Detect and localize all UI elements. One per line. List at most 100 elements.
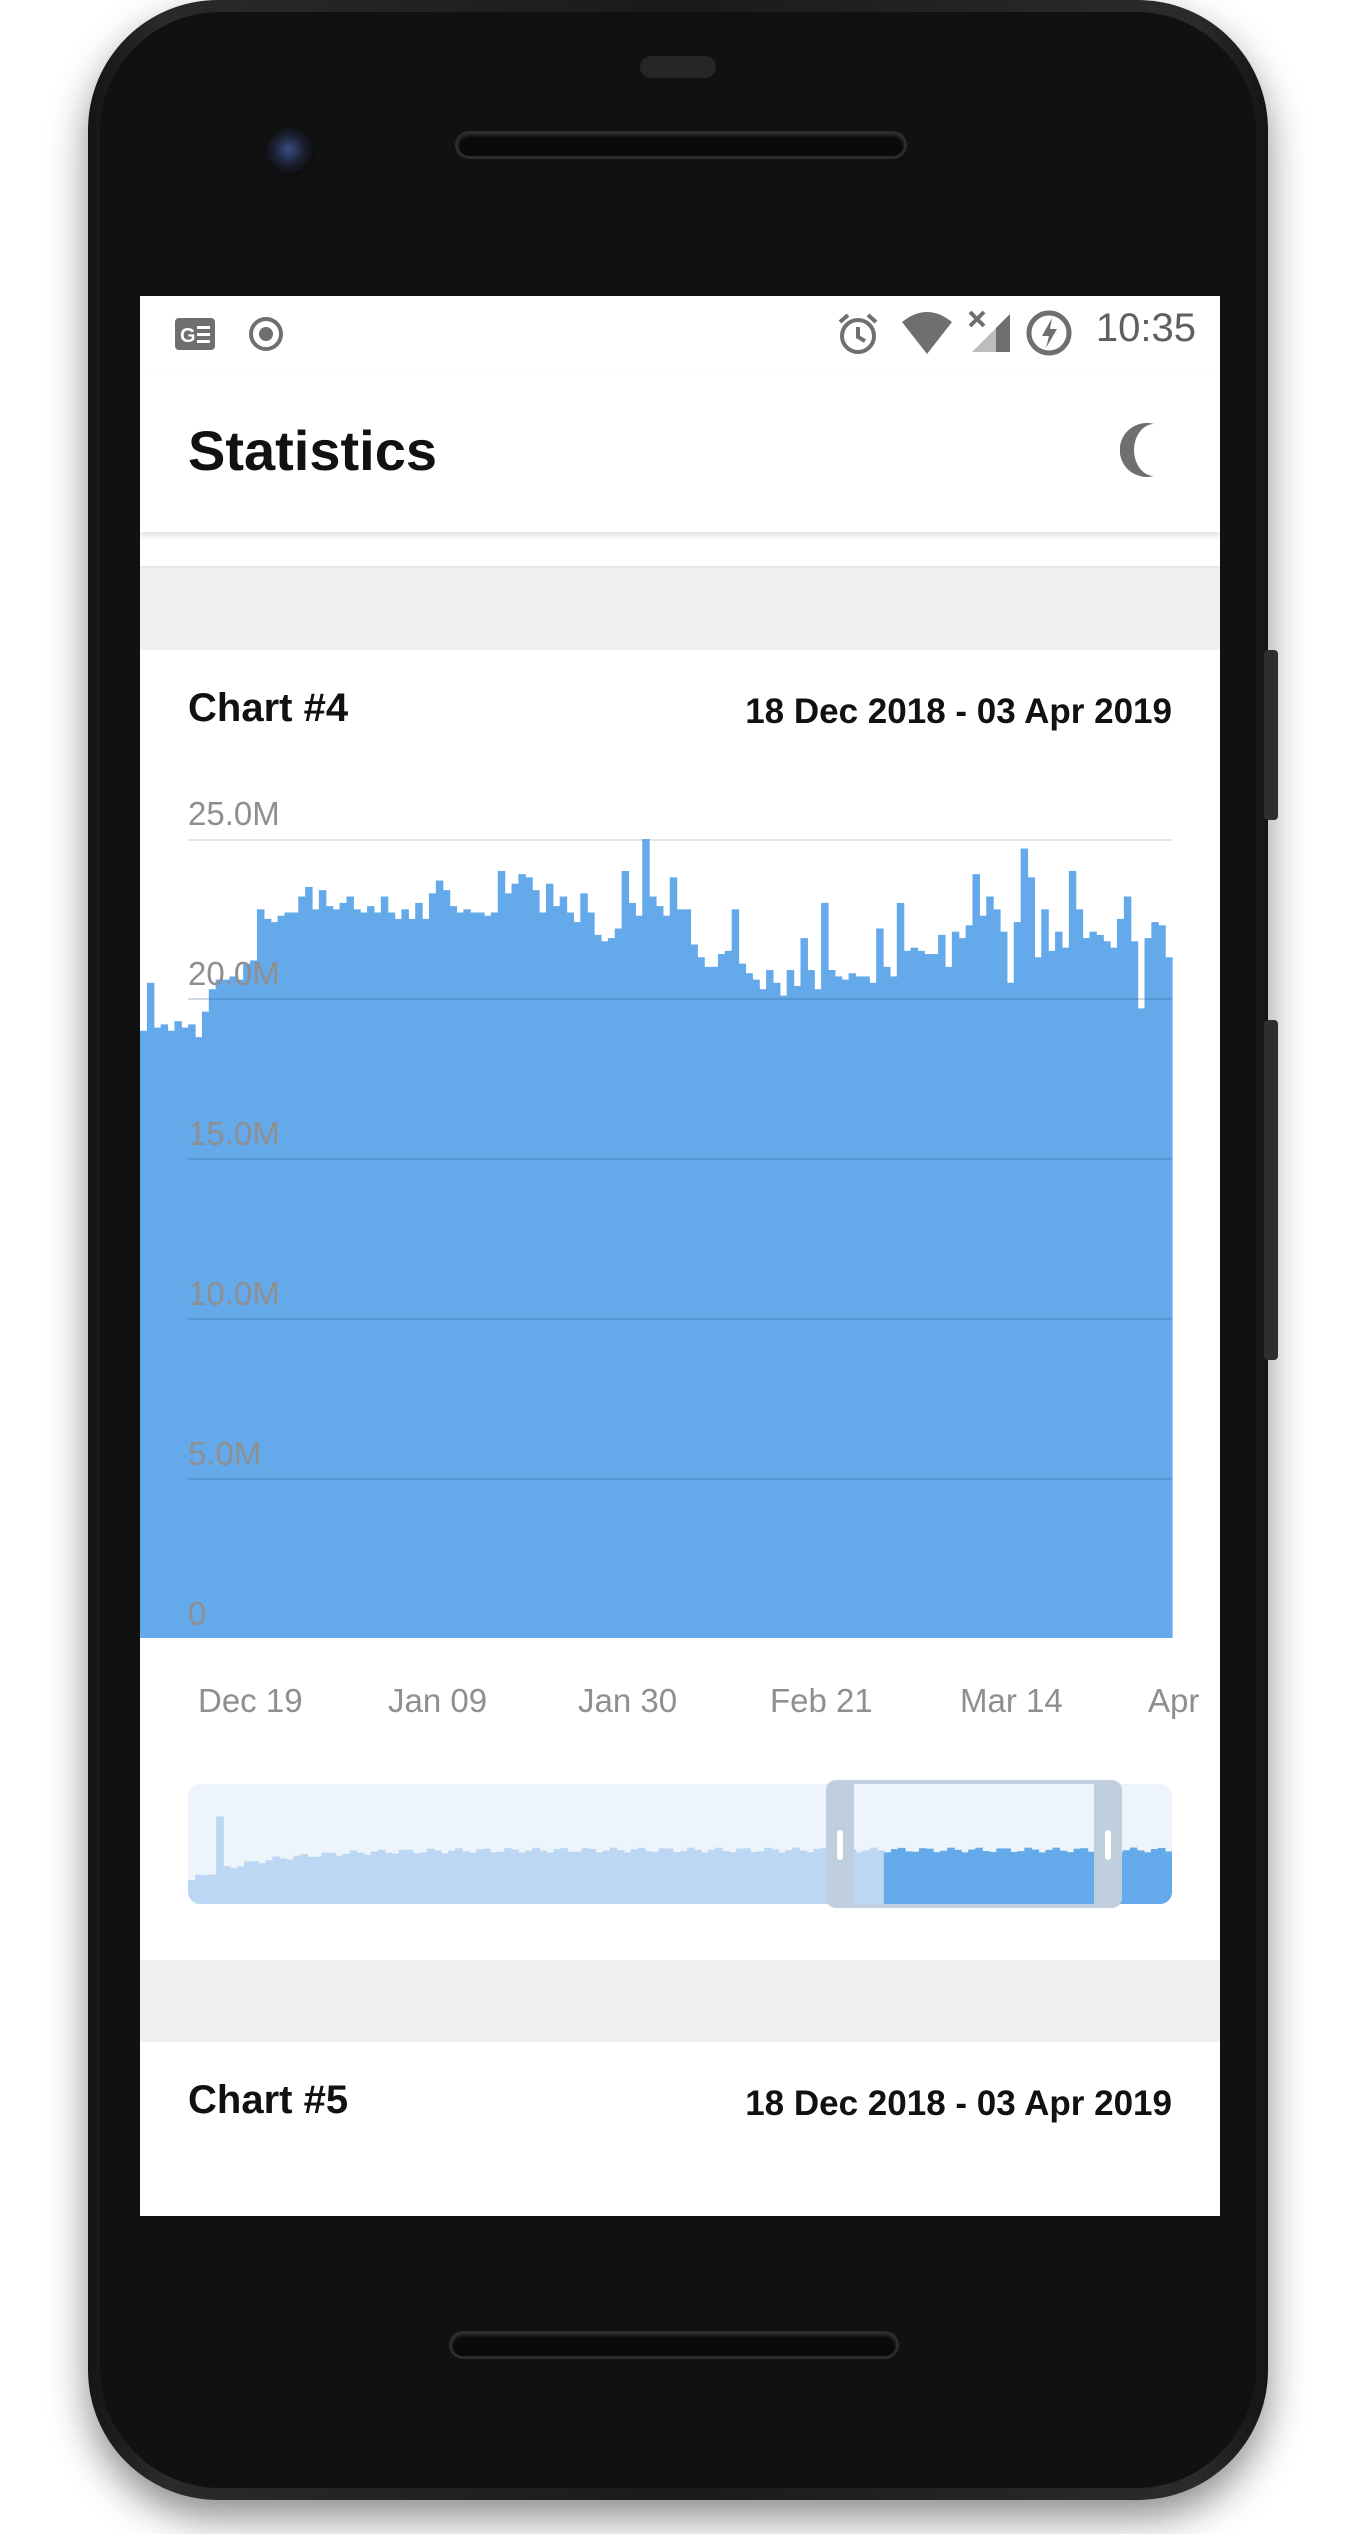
chart-bar[interactable] — [387, 912, 396, 1638]
chart-bar[interactable] — [587, 912, 595, 1638]
chart-bar[interactable] — [766, 970, 774, 1638]
chart-bar[interactable] — [263, 918, 272, 1638]
chart-bar[interactable] — [332, 909, 341, 1638]
chart-bar[interactable] — [318, 890, 327, 1638]
chart-bar[interactable] — [1006, 982, 1015, 1638]
chart-bar[interactable] — [201, 1011, 210, 1638]
range-right-handle[interactable] — [1105, 1830, 1111, 1860]
chart-bar[interactable] — [291, 912, 299, 1638]
chart-bar[interactable] — [855, 976, 863, 1638]
chart-bar[interactable] — [1013, 922, 1022, 1638]
chart-bar[interactable] — [807, 970, 815, 1638]
chart-bar[interactable] — [284, 912, 292, 1638]
chart-bar[interactable] — [1068, 870, 1077, 1638]
chart-bar[interactable] — [594, 934, 602, 1638]
chart-bar[interactable] — [683, 909, 691, 1638]
chart-bar[interactable] — [408, 918, 416, 1638]
chart-bar[interactable] — [614, 928, 623, 1638]
chart-bar[interactable] — [793, 986, 802, 1638]
chart-bar[interactable] — [566, 912, 575, 1638]
chart-bar[interactable] — [174, 1021, 182, 1638]
chart-bar[interactable] — [573, 922, 581, 1638]
chart-bar[interactable] — [470, 912, 478, 1638]
chart-bar[interactable] — [841, 979, 850, 1638]
chart-bar[interactable] — [600, 941, 609, 1638]
chart-bar[interactable] — [821, 902, 829, 1638]
chart-bar[interactable] — [917, 950, 925, 1638]
chart-bar[interactable] — [938, 934, 946, 1638]
chart-bar[interactable] — [484, 915, 492, 1638]
chart-bar[interactable] — [910, 947, 919, 1638]
chart-bar[interactable] — [1075, 909, 1084, 1638]
chart-bar[interactable] — [958, 938, 967, 1638]
chart-bar[interactable] — [256, 909, 265, 1638]
chart-bar[interactable] — [1116, 918, 1125, 1638]
chart-bar[interactable] — [669, 877, 678, 1638]
chart-bar[interactable] — [621, 870, 630, 1638]
chart-bar[interactable] — [270, 922, 279, 1638]
chart-bar[interactable] — [697, 957, 705, 1638]
chart-bar[interactable] — [834, 976, 843, 1638]
chart-bar[interactable] — [435, 880, 444, 1638]
chart-bar[interactable] — [1158, 925, 1166, 1638]
chart-bar[interactable] — [339, 902, 347, 1638]
chart-bar[interactable] — [428, 893, 437, 1638]
chart-bar[interactable] — [1123, 896, 1132, 1638]
chart-bar[interactable] — [277, 915, 286, 1638]
chart-bar[interactable] — [628, 902, 636, 1638]
range-selector-window[interactable] — [826, 1780, 1122, 1908]
chart-bar[interactable] — [215, 979, 224, 1638]
chart-bar[interactable] — [704, 966, 712, 1638]
chart-bar[interactable] — [779, 995, 788, 1638]
chart-bar[interactable] — [504, 893, 513, 1638]
chart-bar[interactable] — [1110, 947, 1118, 1638]
chart-bar[interactable] — [140, 1030, 148, 1638]
chart-bar[interactable] — [800, 938, 808, 1638]
chart-bar[interactable] — [539, 912, 547, 1638]
chart-bar[interactable] — [250, 960, 258, 1638]
chart-bar[interactable] — [635, 915, 643, 1638]
chart-bar[interactable] — [690, 944, 698, 1638]
chart-bar[interactable] — [401, 909, 409, 1638]
bar-chart[interactable] — [140, 650, 1220, 1650]
chart-bar[interactable] — [745, 973, 753, 1638]
chart-bar[interactable] — [360, 912, 368, 1638]
chart-bar[interactable] — [1061, 947, 1070, 1638]
chart-bar[interactable] — [931, 954, 939, 1638]
chart-bar[interactable] — [1144, 938, 1152, 1638]
chart-bar[interactable] — [243, 963, 251, 1638]
chart-bar[interactable] — [862, 976, 870, 1638]
chart-bar[interactable] — [1096, 934, 1104, 1638]
chart-bar[interactable] — [1089, 931, 1097, 1638]
chart-bar[interactable] — [181, 1027, 189, 1638]
chart-bar[interactable] — [1000, 931, 1008, 1638]
chart-bar[interactable] — [312, 909, 320, 1638]
chart-bar[interactable] — [876, 928, 884, 1638]
chart-bar[interactable] — [367, 906, 375, 1638]
chart-bar[interactable] — [1103, 941, 1111, 1638]
chart-bar[interactable] — [1165, 957, 1173, 1638]
chart-bar[interactable] — [1020, 848, 1029, 1638]
chart-bar[interactable] — [607, 938, 616, 1638]
chart-bar[interactable] — [153, 1027, 162, 1638]
chart-bar[interactable] — [195, 1037, 203, 1638]
chart-bar[interactable] — [724, 950, 733, 1638]
chart-bar[interactable] — [373, 912, 382, 1638]
chart-bar[interactable] — [580, 893, 588, 1638]
chart-bar[interactable] — [518, 874, 526, 1638]
chart-bar[interactable] — [1082, 938, 1091, 1638]
chart-bar[interactable] — [656, 906, 664, 1638]
chart-bar[interactable] — [490, 912, 499, 1638]
chart-bar[interactable] — [828, 970, 836, 1638]
chart-bar[interactable] — [497, 870, 506, 1638]
chart-bar[interactable] — [463, 909, 471, 1638]
chart-bar[interactable] — [422, 918, 430, 1638]
chart-bar[interactable] — [1048, 950, 1056, 1638]
chart-bar[interactable] — [1034, 957, 1042, 1638]
chart-bar[interactable] — [711, 966, 719, 1638]
chart-bar[interactable] — [222, 979, 231, 1638]
chart-bar[interactable] — [1041, 909, 1049, 1638]
chart-bar[interactable] — [229, 976, 237, 1638]
chart-bar[interactable] — [552, 906, 561, 1638]
chart-bar[interactable] — [848, 973, 857, 1638]
